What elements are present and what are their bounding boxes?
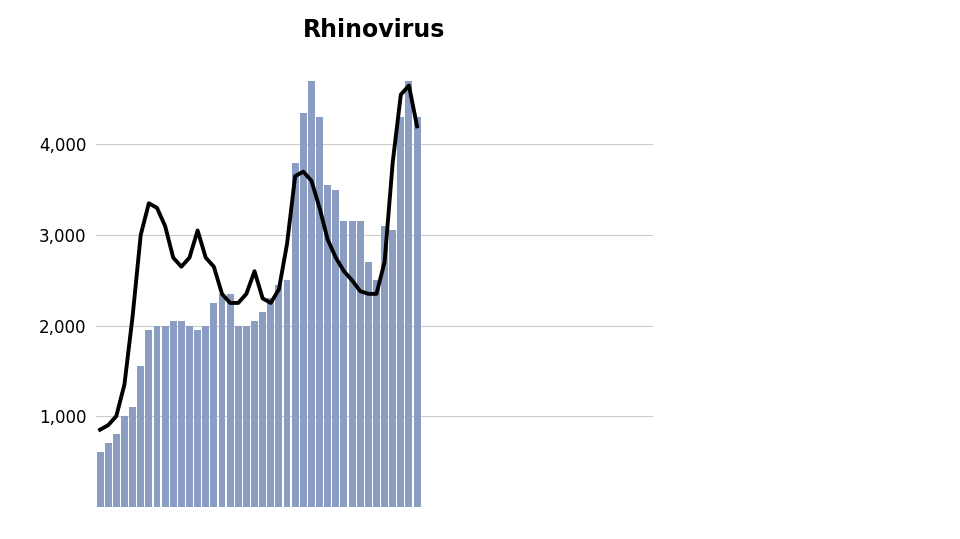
Bar [161,326,169,507]
Bar [324,185,331,507]
Bar [186,326,193,507]
Bar [283,280,291,507]
Bar [308,81,315,507]
Bar [365,262,372,507]
Bar [267,299,275,507]
Bar [414,118,420,507]
Bar [154,326,160,507]
Bar [373,280,380,507]
Bar [300,113,307,507]
Bar [341,222,348,507]
Bar [381,226,388,507]
Bar [276,285,282,507]
Bar [97,452,104,507]
Bar [405,81,413,507]
Bar [194,330,201,507]
Bar [170,321,177,507]
Bar [252,321,258,507]
Bar [203,326,209,507]
Bar [137,367,144,507]
Bar [121,416,128,507]
Bar [130,407,136,507]
Bar [292,163,299,507]
Bar [235,326,242,507]
Title: Rhinovirus: Rhinovirus [303,18,445,42]
Bar [243,326,250,507]
Bar [397,118,404,507]
Bar [259,312,266,507]
Bar [389,231,396,507]
Bar [105,443,111,507]
Bar [227,294,233,507]
Bar [210,303,217,507]
Bar [332,190,339,507]
Bar [145,330,153,507]
Bar [316,118,323,507]
Bar [348,222,355,507]
Bar [219,294,226,507]
Bar [178,321,185,507]
Bar [113,434,120,507]
Bar [357,222,364,507]
